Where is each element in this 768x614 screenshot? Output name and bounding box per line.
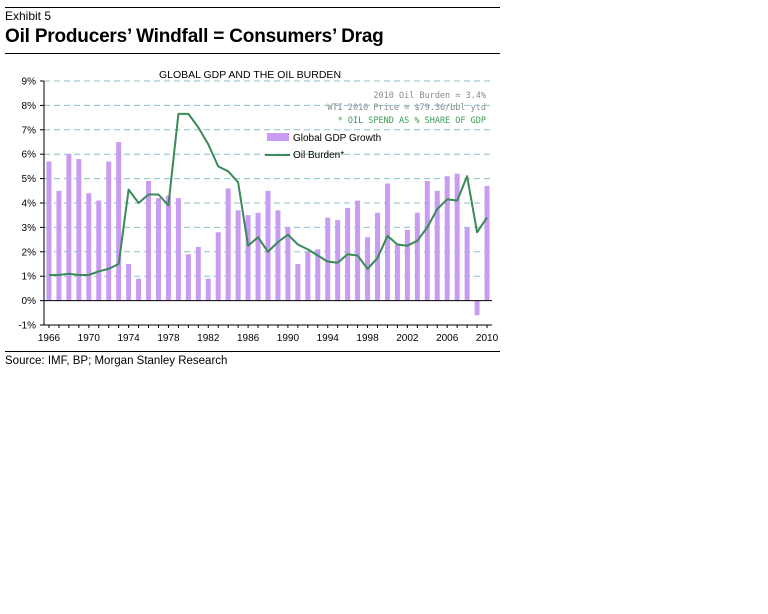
x-tick-label: 1994 [317,333,340,344]
title-rule [5,53,500,54]
gdp-bar-1969 [76,159,82,301]
gdp-bar-1995 [335,220,341,301]
gdp-bar-1976 [146,181,152,301]
x-tick-label: 1990 [277,333,300,344]
gdp-bar-2010 [484,185,490,301]
x-tick-label: 1978 [157,333,180,344]
exhibit-label: Exhibit 5 [5,9,52,23]
gdp-bar-1989 [275,210,281,301]
gdp-bar-1990 [285,227,291,301]
gdp-bar-1968 [66,154,72,301]
top-rule [5,7,500,8]
gdp-bar-1971 [96,200,102,301]
gdp-bar-2003 [414,212,420,301]
x-tick-label: 1974 [117,333,140,344]
x-tick-label: 2002 [396,333,419,344]
legend-label-oil: Oil Burden* [293,150,344,161]
gdp-bar-2008 [464,227,470,301]
y-tick-label: 3% [22,223,37,234]
y-tick-label: 6% [22,150,37,161]
gdp-bar-2001 [394,244,400,301]
gdp-bar-1987 [255,212,261,301]
gdp-bar-1975 [136,278,142,301]
gdp-bar-1981 [195,246,201,301]
legend-label-gdp: Global GDP Growth [293,133,381,144]
gdp-bar-2006 [444,176,450,301]
x-tick-label: 1970 [78,333,101,344]
y-tick-label: 1% [22,272,37,283]
oil-burden-line [49,112,488,276]
x-tick-label: 1998 [356,333,379,344]
x-tick-label: 1966 [38,333,61,344]
gdp-bar-1993 [315,249,321,301]
gdp-oil-burden-chart: GLOBAL GDP AND THE OIL BURDEN 2010 Oil B… [18,69,499,344]
gdp-bar-2002 [404,229,410,301]
gdp-bar-1978 [165,195,171,301]
gdp-bar-2009 [474,300,480,316]
gdp-bar-1974 [126,264,132,301]
gdp-bar-2004 [424,181,430,301]
gdp-bar-2000 [384,183,390,301]
gdp-bar-1991 [295,264,301,301]
chart-title: GLOBAL GDP AND THE OIL BURDEN [159,69,341,81]
y-tick-label: 2% [22,247,37,258]
gdp-bar-1982 [205,278,211,301]
gdp-bar-1985 [235,210,241,301]
x-tick-label: 2006 [436,333,459,344]
gdp-bar-1983 [215,232,221,301]
y-tick-label: 8% [22,101,37,112]
gdp-bar-1992 [305,251,311,301]
annotation-oil-spend: * OIL SPEND AS % SHARE OF GDP [338,116,486,126]
exhibit-title: Oil Producers’ Windfall = Consumers’ Dra… [5,26,384,47]
gdp-bar-1986 [245,215,251,301]
gdp-bar-1988 [265,190,271,301]
gdp-bar-1977 [156,198,161,301]
gdp-bar-1970 [86,193,92,301]
gdp-bar-1973 [116,142,122,301]
gdp-bar-1966 [46,161,52,301]
gdp-bar-1984 [225,188,231,301]
annotation-wti-price: WTI 2010 Price = $79.36/bbl ytd [327,103,486,113]
annotation-oil-burden: 2010 Oil Burden = 3.4% [373,91,486,101]
gdp-bar-1994 [325,217,331,301]
gdp-bar-2007 [454,173,460,301]
x-tick-label: 2010 [476,333,499,344]
y-tick-label: 5% [22,174,37,185]
gdp-bar-1972 [106,161,112,301]
bottom-rule [5,351,500,352]
gdp-bar-1997 [355,200,361,301]
gdp-bar-2005 [434,190,440,301]
x-tick-label: 1986 [237,333,260,344]
gdp-bar-1979 [175,198,181,301]
x-tick-label: 1982 [197,333,220,344]
y-tick-label: -1% [18,321,36,332]
y-tick-label: 7% [22,125,37,136]
source-note: Source: IMF, BP; Morgan Stanley Research [5,355,228,367]
y-tick-label: 4% [22,199,37,210]
y-tick-label: 9% [22,77,37,88]
y-tick-label: 0% [22,296,37,307]
legend-swatch-gdp [267,133,289,141]
gdp-bar-1980 [185,254,191,301]
gdp-bar-1967 [56,190,62,301]
